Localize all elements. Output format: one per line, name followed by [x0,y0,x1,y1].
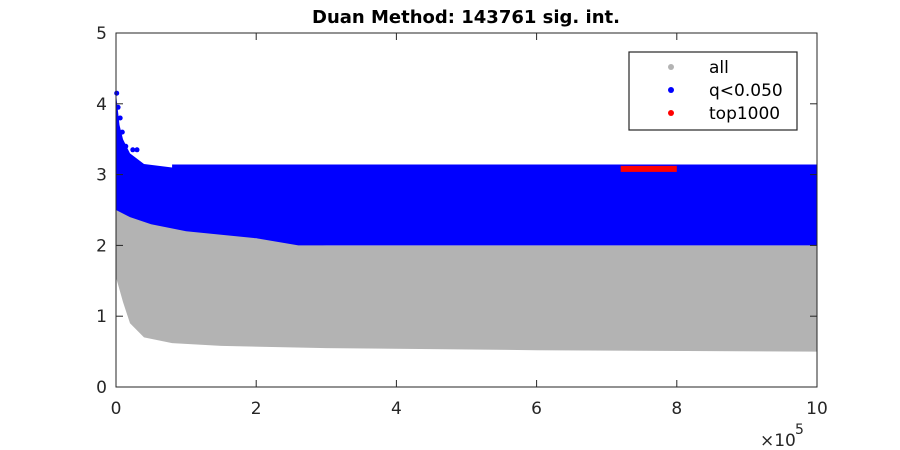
legend-label-all: all [709,58,729,78]
legend-box [628,51,798,131]
x-exponent-power: 5 [795,422,804,438]
series-sig-point [115,104,121,110]
y-tick-label: 1 [96,307,107,327]
legend-marker-sig [668,87,674,93]
x-tick-label: 2 [251,399,262,419]
series-sig-point [117,115,123,121]
legend-label-top: top1000 [709,104,780,124]
chart-title: Duan Method: 143761 sig. int. [312,7,620,28]
series-sig-point [130,147,136,153]
y-tick-label: 3 [96,166,107,186]
plot-data-layer [114,90,818,352]
axis-ticks: 0 2 4 6 8 10 0 1 2 3 4 5 [96,24,828,419]
series-sig-point [114,90,120,96]
legend: all q<0.050 top1000 [628,51,798,131]
x-tick-label: 8 [671,399,682,419]
y-tick-label: 5 [96,24,107,44]
y-tick-label: 0 [96,378,107,398]
x-tick-label: 6 [531,399,542,419]
y-tick-label: 2 [96,236,107,256]
series-sig-point [123,143,129,149]
legend-marker-top [668,110,674,116]
plot-frame [115,32,818,388]
legend-label-sig: q<0.050 [709,81,783,101]
x-tick-label: 4 [391,399,402,419]
x-tick-label: 0 [111,399,122,419]
x-tick-label: 10 [806,399,828,419]
legend-marker-all [668,64,674,70]
series-sig-point [134,147,140,153]
x-exponent-base: ×10 [760,431,796,450]
y-tick-label: 4 [96,95,107,115]
x-exponent: ×10 5 [760,422,804,450]
series-top1000-points [620,165,677,172]
series-sig-top-line [172,164,818,171]
series-sig-point [119,129,125,135]
series-all-band [116,132,817,352]
